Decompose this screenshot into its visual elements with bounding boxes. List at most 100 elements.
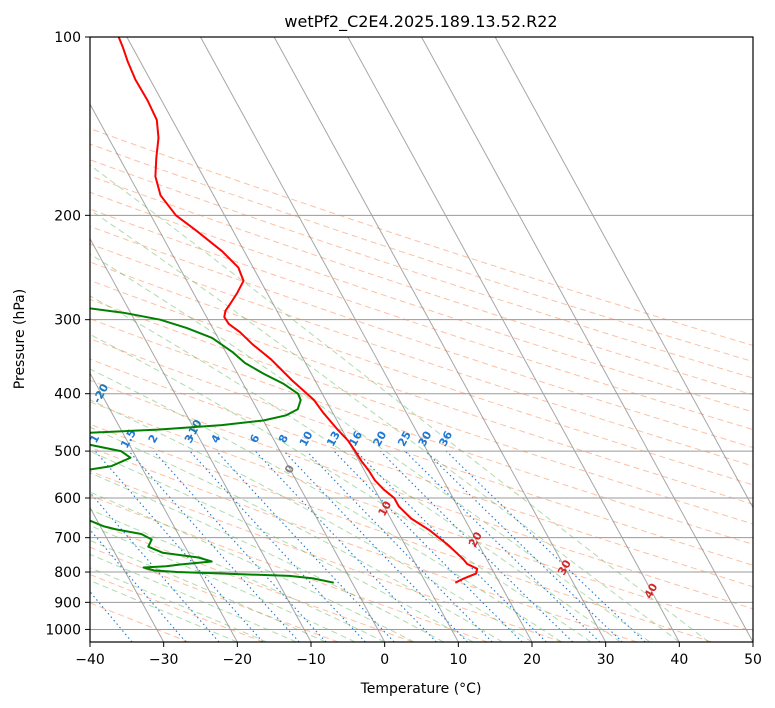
mixing-ratio-label: 36	[436, 429, 455, 449]
isotherm-line	[200, 37, 533, 642]
mixing-ratio-line	[254, 450, 437, 642]
x-tick-label: −40	[75, 652, 105, 668]
mixing-ratio-line	[128, 450, 300, 642]
mixing-ratio-label: 16	[346, 429, 365, 449]
moist-adiabat	[90, 580, 238, 642]
mixing-ratio-line	[216, 450, 395, 642]
dry-adiabat	[90, 175, 753, 396]
dry-adiabat	[90, 208, 753, 431]
y-tick-label: 600	[54, 491, 81, 507]
mixing-ratio-label: 13	[324, 429, 343, 449]
mixing-ratio-line	[404, 450, 601, 642]
dry-adiabat	[90, 159, 753, 379]
temperature-line	[117, 37, 479, 584]
y-tick-label: 200	[54, 208, 81, 224]
moist-adiabat	[90, 164, 710, 642]
dry-adiabat	[90, 379, 753, 610]
moist-adiabat	[90, 399, 533, 642]
dry-adiabat	[90, 318, 753, 545]
moist-adiabat	[90, 509, 385, 642]
profile-series	[90, 37, 479, 584]
dry-adiabat	[90, 338, 753, 566]
isotherm-line	[421, 37, 753, 642]
chart-title: wetPf2_C2E4.2025.189.13.52.R22	[284, 12, 557, 32]
y-tick-label: 800	[54, 565, 81, 581]
x-tick-label: −20	[223, 652, 253, 668]
mixing-ratio-label: 0.4	[13, 427, 34, 451]
isotherm-line	[126, 37, 459, 642]
height-label: 0	[282, 462, 297, 475]
moist-adiabat	[90, 525, 356, 642]
x-tick-label: −30	[149, 652, 179, 668]
moist-adiabat	[90, 368, 562, 642]
mixing-ratio-line	[90, 491, 220, 642]
dry-adiabat	[90, 143, 753, 363]
x-axis-title: Temperature (°C)	[360, 681, 482, 697]
moist-adiabat	[90, 539, 326, 642]
isotherm-line	[90, 103, 386, 642]
moist-adiabat	[90, 253, 651, 642]
dry-adiabat	[90, 446, 638, 642]
dry-adiabat	[90, 298, 753, 525]
dry-adiabat	[90, 546, 339, 642]
x-tick-label: 30	[597, 652, 615, 668]
y-tick-label: 1000	[45, 622, 81, 638]
height-label: 20	[466, 529, 485, 549]
dry-adiabat	[90, 225, 753, 449]
moist-adiabats	[90, 164, 710, 642]
y-axis-ticks: 100 200 300 400 500 600 700 800 900 1000	[45, 30, 90, 638]
x-tick-label: 10	[449, 652, 467, 668]
moist-adiabat	[90, 450, 474, 642]
isotherm-line	[347, 37, 680, 642]
mixing-ratio-line	[425, 450, 623, 642]
x-tick-label: 50	[744, 652, 762, 668]
isotherm-line	[273, 37, 607, 642]
dry-adiabat	[90, 423, 712, 642]
isobar-gridlines	[90, 37, 753, 630]
mixing-ratio-label: 2	[146, 432, 161, 445]
moist-adiabat	[90, 426, 503, 642]
dry-adiabats	[90, 128, 753, 642]
x-tick-label: 20	[523, 652, 541, 668]
moist-adiabat	[90, 553, 297, 642]
x-tick-label: −10	[296, 652, 326, 668]
isotherms	[90, 37, 753, 642]
dry-adiabat	[90, 401, 753, 633]
y-tick-label: 500	[54, 444, 81, 460]
dry-adiabat	[90, 128, 753, 347]
dry-adiabat	[90, 191, 753, 413]
dry-adiabat	[90, 520, 414, 642]
y-tick-label: 900	[54, 595, 81, 611]
y-tick-label: 100	[54, 30, 81, 46]
mixing-ratio-line	[153, 450, 327, 642]
mixing-ratio-line	[333, 450, 523, 642]
plot-frame	[89, 36, 754, 643]
isotherm-line	[90, 237, 312, 642]
moist-adiabat	[90, 491, 415, 642]
mixing-ratio-line	[283, 450, 468, 642]
moist-adiabat	[90, 567, 267, 642]
y-tick-label: 300	[54, 313, 81, 329]
mixing-ratio-line	[189, 450, 366, 642]
x-axis-ticks: −40 −30 −20 −10 0 10 20 30 40 50	[75, 642, 762, 668]
isotherm-line	[494, 37, 753, 509]
x-tick-label: 40	[670, 652, 688, 668]
y-tick-label: 400	[54, 387, 81, 403]
dry-adiabat	[90, 261, 753, 486]
dry-adiabat	[90, 358, 753, 588]
isotherm-line	[90, 506, 165, 642]
dry-adiabat	[90, 243, 753, 467]
moist-adiabat	[90, 333, 592, 642]
moist-adiabat	[90, 472, 444, 642]
dry-adiabat	[90, 279, 753, 505]
mixing-ratio-label: 25	[395, 429, 414, 449]
dewpoint-line	[90, 307, 335, 584]
moist-adiabat	[90, 209, 680, 642]
y-axis-title: Pressure (hPa)	[12, 289, 28, 389]
isotherm-line	[90, 372, 238, 642]
x-tick-label: 0	[380, 652, 389, 668]
height-label: 40	[642, 581, 661, 601]
dry-adiabat	[90, 470, 563, 642]
